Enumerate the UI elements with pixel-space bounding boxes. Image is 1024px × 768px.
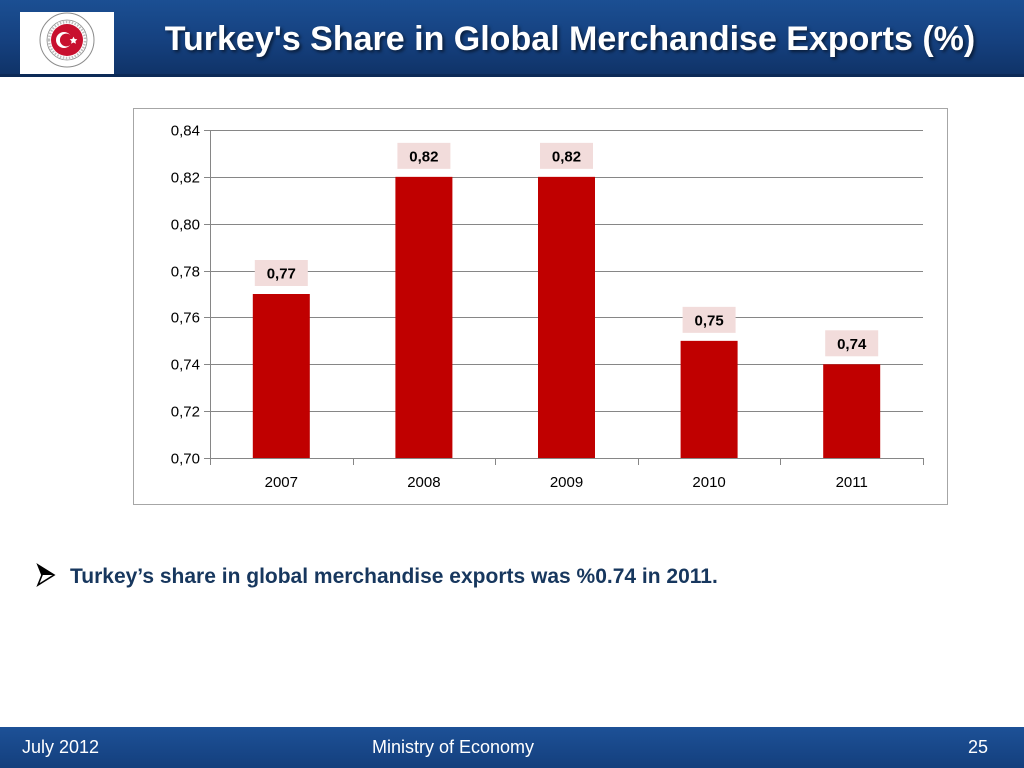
y-tick-label: 0,76	[171, 310, 200, 327]
bar-chart: 0,70 0,72 0,74 0,76 0,78 0,80 0,82 0,84 0,77 2007…	[171, 123, 924, 491]
bar	[395, 176, 453, 458]
bar	[823, 364, 881, 458]
crescent-star-seal-icon	[39, 12, 95, 68]
bar	[252, 294, 310, 458]
y-tick-label: 0,74	[171, 357, 200, 374]
data-label: 0,74	[837, 336, 867, 353]
data-label: 0,75	[694, 312, 723, 329]
data-label: 0,77	[267, 266, 296, 283]
y-tick-label: 0,84	[171, 123, 200, 140]
y-tick-label: 0,82	[171, 170, 200, 187]
y-tick-label: 0,72	[171, 404, 200, 421]
x-tick-label: 2009	[550, 474, 583, 491]
data-label-box	[682, 306, 736, 333]
data-label-box	[254, 260, 308, 286]
logo-box	[20, 12, 114, 77]
arrow-bullet-icon	[36, 563, 56, 587]
x-tick-label: 2011	[836, 474, 868, 491]
footer-date: July 2012	[22, 737, 100, 757]
page-number: 25	[967, 737, 988, 757]
data-label-box	[825, 330, 879, 357]
bullet-text: Turkey’s share in global merchandise exp…	[70, 565, 718, 588]
footer-bar: July 2012 Ministry of Economy 25	[0, 727, 1024, 768]
data-label: 0,82	[409, 148, 438, 165]
page-title: Turkey's Share in Global Merchandise Exp…	[164, 20, 976, 58]
footer-organization: Ministry of Economy	[372, 737, 535, 757]
y-tick-label: 0,78	[171, 264, 200, 281]
bar	[538, 176, 595, 458]
data-label: 0,82	[552, 148, 581, 165]
x-tick-label: 2010	[692, 474, 725, 491]
y-tick-label: 0,80	[171, 217, 200, 234]
x-tick-label: 2008	[407, 474, 440, 491]
y-tick-label: 0,70	[171, 451, 200, 468]
bar	[680, 340, 738, 458]
x-tick-label: 2007	[265, 474, 298, 491]
data-label-box	[540, 142, 593, 169]
data-label-box	[397, 142, 451, 169]
chart-frame: 0,70 0,72 0,74 0,76 0,78 0,80 0,82 0,84 0,77 2007…	[133, 108, 948, 505]
bullet-item: Turkey’s share in global merchandise exp…	[36, 562, 996, 592]
header-banner: Turkey's Share in Global Merchandise Exp…	[0, 0, 1024, 77]
